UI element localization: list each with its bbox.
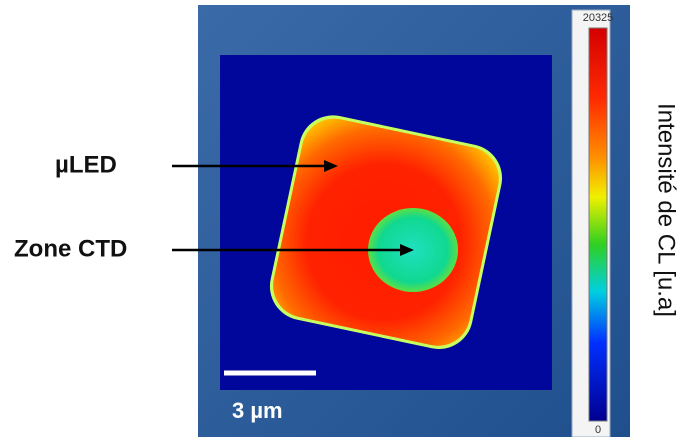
colorbar-min: 0 [595, 424, 601, 436]
arrow-head [324, 160, 338, 172]
colorbar-title: Intensité de CL [u.a] [653, 103, 680, 317]
scale-label: 3 µm [232, 398, 283, 423]
colorbar-max: 20325 [583, 12, 614, 24]
ctd-label: Zone CTD [14, 235, 127, 262]
arrow-head [400, 244, 414, 256]
colorbar [588, 27, 608, 422]
led-label: µLED [55, 151, 117, 178]
